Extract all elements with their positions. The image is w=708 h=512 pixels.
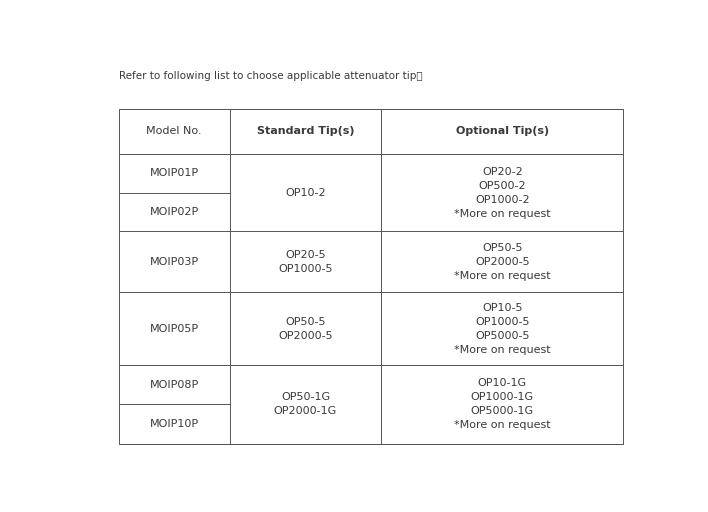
Text: OP10-5
OP1000-5
OP5000-5
*More on request: OP10-5 OP1000-5 OP5000-5 *More on reques… [454, 303, 551, 354]
Bar [119, 109, 624, 444]
Text: OP50-1G
OP2000-1G: OP50-1G OP2000-1G [274, 392, 337, 416]
Text: Standard Tip(s): Standard Tip(s) [257, 126, 354, 136]
Text: OP50-5
OP2000-5
*More on request: OP50-5 OP2000-5 *More on request [454, 243, 551, 281]
Text: MOIP05P: MOIP05P [149, 324, 199, 333]
Text: OP10-1G
OP1000-1G
OP5000-1G
*More on request: OP10-1G OP1000-1G OP5000-1G *More on req… [454, 378, 551, 431]
Text: MOIP03P: MOIP03P [149, 257, 199, 267]
Text: OP10-2: OP10-2 [285, 187, 326, 198]
Text: MOIP10P: MOIP10P [149, 419, 199, 429]
Text: Refer to following list to choose applicable attenuator tip：: Refer to following list to choose applic… [119, 71, 422, 81]
Text: Optional Tip(s): Optional Tip(s) [456, 126, 549, 136]
Text: MOIP01P: MOIP01P [149, 168, 199, 178]
Text: MOIP02P: MOIP02P [149, 207, 199, 217]
Text: OP20-2
OP500-2
OP1000-2
*More on request: OP20-2 OP500-2 OP1000-2 *More on request [454, 166, 551, 219]
Text: OP20-5
OP1000-5: OP20-5 OP1000-5 [278, 249, 333, 273]
Text: Model No.: Model No. [147, 126, 202, 136]
Text: MOIP08P: MOIP08P [149, 380, 199, 390]
Text: OP50-5
OP2000-5: OP50-5 OP2000-5 [278, 316, 333, 340]
